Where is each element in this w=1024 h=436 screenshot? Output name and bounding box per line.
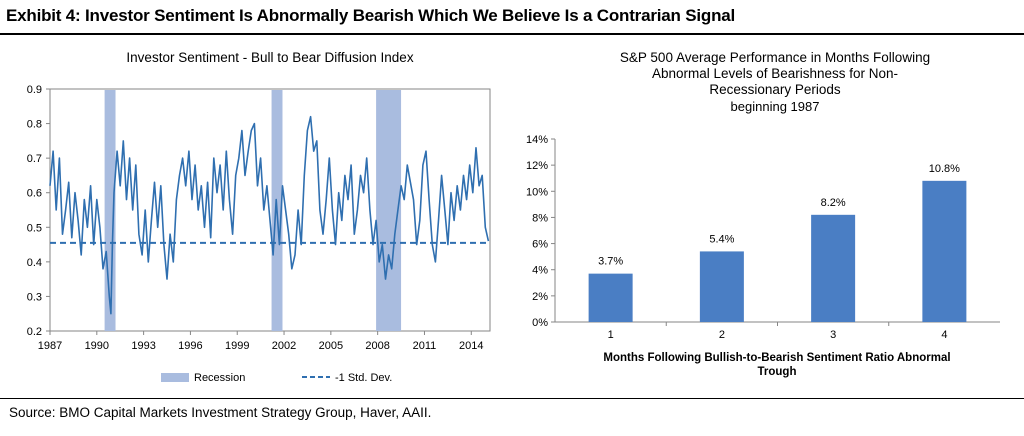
bar-chart-title-line-2: Abnormal Levels of Bearishness for Non- — [652, 66, 898, 81]
bar-x-axis: 1 2 3 4 — [608, 322, 947, 341]
x-tick-label: 2014 — [459, 340, 483, 352]
footer-rule — [0, 398, 1024, 399]
line-y-axis: 0.2 0.3 0.4 0.5 0.6 0.7 0.8 0.9 — [27, 84, 50, 338]
y-tick-label: 0.5 — [27, 222, 42, 234]
sentiment-line-chart: Investor Sentiment - Bull to Bear Diffus… — [27, 50, 491, 384]
x-tick-label: 2005 — [319, 340, 343, 352]
bar-data-label: 5.4% — [709, 233, 734, 245]
bar-x-axis-label-line-1: Months Following Bullish-to-Bearish Sent… — [603, 352, 950, 364]
bar — [922, 180, 967, 322]
exhibit-title: Exhibit 4: Investor Sentiment Is Abnorma… — [6, 6, 736, 25]
bar-data-label: 10.8% — [929, 163, 960, 175]
sp500-performance-bar-chart: S&P 500 Average Performance in Months Fo… — [526, 50, 1000, 378]
bar-x-axis-label-line-2: Trough — [758, 366, 797, 378]
y-tick-label: 0.3 — [27, 291, 42, 303]
x-tick-label: 1 — [608, 329, 614, 341]
x-tick-label: 1990 — [85, 340, 109, 352]
y-tick-label: 12% — [526, 160, 548, 172]
legend-recession-label: Recession — [194, 372, 245, 384]
y-tick-label: 0% — [532, 317, 548, 329]
title-rule — [0, 33, 1024, 35]
recession-band — [376, 90, 402, 331]
x-tick-label: 1996 — [178, 340, 202, 352]
y-tick-label: 10% — [526, 186, 548, 198]
legend-recession-swatch — [161, 373, 189, 382]
y-tick-label: 0.7 — [27, 153, 42, 165]
bar-y-axis: 0% 2% 4% 6% 8% 10% 12% 14% — [526, 134, 555, 329]
line-chart-title: Investor Sentiment - Bull to Bear Diffus… — [126, 50, 413, 65]
x-tick-label: 2002 — [272, 340, 296, 352]
y-tick-label: 4% — [532, 265, 548, 277]
bar-chart-title-line-3: Recessionary Periods — [709, 82, 841, 97]
y-tick-label: 6% — [532, 239, 548, 251]
y-tick-label: 0.4 — [27, 257, 42, 269]
y-tick-label: 0.8 — [27, 119, 42, 131]
x-tick-label: 3 — [830, 329, 836, 341]
legend-std-dev-label: -1 Std. Dev. — [335, 372, 392, 384]
bar-chart-title-line-1: S&P 500 Average Performance in Months Fo… — [620, 50, 930, 65]
y-tick-label: 0.9 — [27, 84, 42, 96]
x-tick-label: 2 — [719, 329, 725, 341]
x-tick-label: 1993 — [131, 340, 155, 352]
x-tick-label: 1999 — [225, 340, 249, 352]
line-x-axis: 1987 1990 1993 1996 1999 2002 2005 2008 2011 2014 — [38, 331, 484, 352]
sentiment-series-line — [49, 115, 490, 315]
bar-series: 3.7% 5.4% 8.2% 10.8% — [588, 163, 967, 322]
bar — [811, 214, 856, 322]
bar-data-label: 3.7% — [598, 256, 623, 268]
source-note: Source: BMO Capital Markets Investment S… — [9, 405, 432, 420]
bar-data-label: 8.2% — [821, 197, 846, 209]
recession-band — [104, 90, 116, 331]
x-tick-label: 2008 — [365, 340, 389, 352]
bar — [588, 273, 633, 322]
bar — [699, 251, 744, 322]
line-plot-area — [49, 88, 491, 332]
bar-chart-subtitle: beginning 1987 — [731, 99, 820, 114]
y-tick-label: 0.6 — [27, 188, 42, 200]
y-tick-label: 8% — [532, 212, 548, 224]
x-tick-label: 1987 — [38, 340, 62, 352]
y-tick-label: 14% — [526, 134, 548, 146]
y-tick-label: 0.2 — [27, 326, 42, 338]
x-tick-label: 2011 — [413, 340, 437, 352]
y-tick-label: 2% — [532, 291, 548, 303]
x-tick-label: 4 — [941, 329, 947, 341]
